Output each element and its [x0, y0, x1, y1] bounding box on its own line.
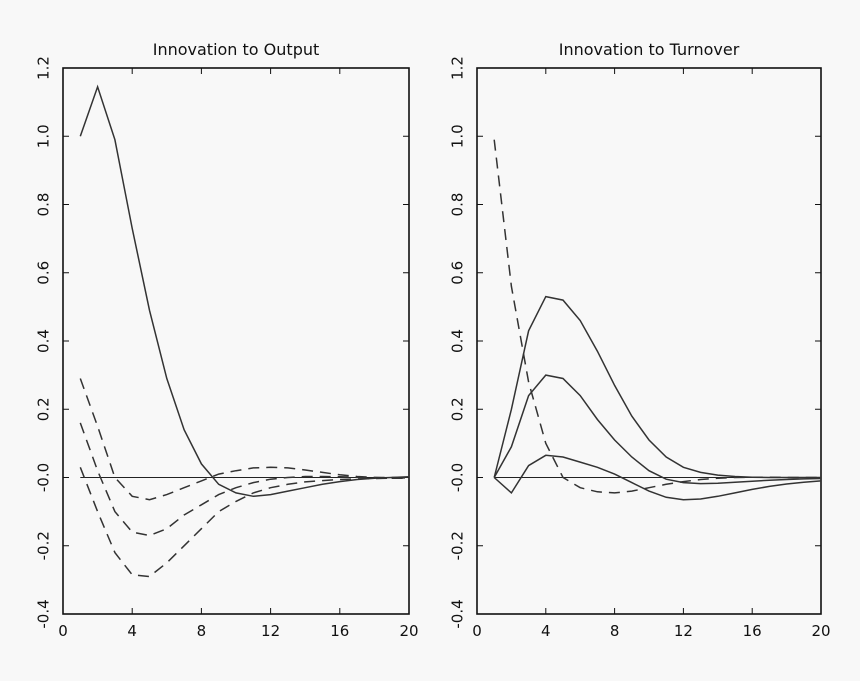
series-line-4-solid — [493, 454, 822, 501]
x-tick-label: 12 — [261, 622, 280, 640]
x-tick-label: 4 — [127, 622, 137, 640]
series-line-2-dashed — [79, 378, 409, 501]
y-tick-label: 1.2 — [35, 56, 53, 80]
y-tick-label: 0.6 — [449, 261, 467, 285]
y-tick-label: -0.4 — [35, 599, 53, 628]
y-tick-label: 0.4 — [449, 329, 467, 353]
x-tick-label: 8 — [197, 622, 207, 640]
series-line-2-solid — [493, 295, 821, 479]
series-line-1-solid — [79, 84, 410, 498]
y-tick-label: 0.4 — [35, 329, 53, 353]
panel-innovation-to-output: Innovation to Output 0 4 8 12 16 20 -0.4 -0.2 -0.… — [35, 40, 419, 640]
series-line-3-solid — [493, 374, 822, 485]
chart-title: Innovation to Turnover — [559, 40, 740, 59]
y-tick-label: -0.2 — [449, 531, 467, 560]
y-tick-label: 0.2 — [35, 397, 53, 421]
plot-frame — [476, 67, 822, 615]
x-tick-label: 20 — [811, 622, 830, 640]
x-tick-label: 8 — [610, 622, 620, 640]
plot-frame — [62, 67, 410, 615]
x-tick-label: 20 — [399, 622, 418, 640]
panel-innovation-to-turnover: Innovation to Turnover 0 4 8 12 16 20 -0.4 -0.2 -… — [449, 40, 831, 640]
x-tick-label: 0 — [472, 622, 482, 640]
x-tick-label: 0 — [58, 622, 68, 640]
chart-title: Innovation to Output — [153, 40, 320, 59]
x-tick-label: 16 — [743, 622, 762, 640]
x-tick-label: 16 — [330, 622, 349, 640]
y-tick-label: -0.0 — [35, 463, 53, 492]
y-tick-label: -0.2 — [35, 531, 53, 560]
x-tick-label: 4 — [541, 622, 551, 640]
y-tick-label: 0.2 — [449, 397, 467, 421]
y-tick-label: 0.8 — [35, 193, 53, 217]
y-tick-label: 0.6 — [35, 261, 53, 285]
series-line-1-dashed — [493, 139, 821, 494]
y-tick-label: 1.0 — [449, 124, 467, 148]
y-tick-label: -0.0 — [449, 463, 467, 492]
y-tick-label: -0.4 — [449, 599, 467, 628]
series-line-4-dashed — [79, 467, 410, 578]
y-tick-label: 1.2 — [449, 56, 467, 80]
x-tick-label: 12 — [674, 622, 693, 640]
y-tick-label: 0.8 — [449, 193, 467, 217]
y-tick-label: 1.0 — [35, 124, 53, 148]
